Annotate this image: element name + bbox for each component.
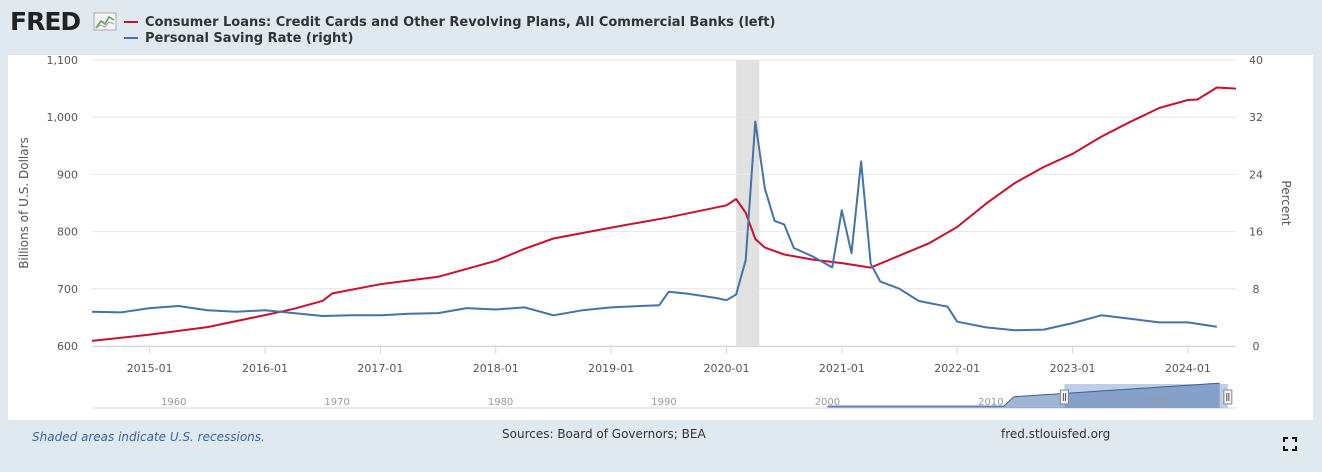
x-tick-label: 2017-01 xyxy=(357,362,403,375)
legend-swatch-blue xyxy=(124,37,138,39)
navigator-label: 1990 xyxy=(651,397,676,408)
navigator-label: 1960 xyxy=(161,397,186,408)
legend-label-saving-rate: Personal Saving Rate (right) xyxy=(145,30,354,46)
left-tick-label: 1,100 xyxy=(47,54,79,67)
right-tick-label: 40 xyxy=(1249,54,1263,67)
right-tick-label: 16 xyxy=(1249,226,1263,239)
recession-note: Shaded areas indicate U.S. recessions. xyxy=(32,430,265,444)
fullscreen-icon[interactable] xyxy=(1283,436,1297,451)
navigator-label: 1970 xyxy=(324,397,349,408)
navigator-label: 2020 xyxy=(1142,397,1167,408)
x-tick-label: 2023-01 xyxy=(1050,362,1096,375)
navigator-label: 2010 xyxy=(978,397,1003,408)
x-tick-label: 2021-01 xyxy=(819,362,865,375)
navigator-handle-right[interactable] xyxy=(1223,389,1233,405)
navigator-label: 1980 xyxy=(488,397,513,408)
x-tick-label: 2024-01 xyxy=(1165,362,1211,375)
right-tick-label: 24 xyxy=(1249,168,1263,181)
left-tick-label: 800 xyxy=(57,226,78,239)
series-line-saving-rate xyxy=(91,120,1217,332)
navigator-handle-left[interactable] xyxy=(1059,389,1069,405)
left-tick-label: 1,000 xyxy=(47,111,79,124)
right-tick-label: 8 xyxy=(1253,283,1260,296)
left-axis-title: Billions of U.S. Dollars xyxy=(17,137,31,269)
sources-text: Sources: Board of Governors; BEA xyxy=(502,427,706,441)
legend-item-consumer-loans[interactable]: Consumer Loans: Credit Cards and Other R… xyxy=(124,14,775,30)
right-tick-label: 32 xyxy=(1249,111,1263,124)
left-tick-label: 600 xyxy=(57,340,78,353)
x-tick-label: 2016-01 xyxy=(242,362,288,375)
plot-panel xyxy=(8,55,1313,420)
navigator-label: 2000 xyxy=(815,397,840,408)
right-axis-title: Percent xyxy=(1279,180,1293,225)
chart-legend: Consumer Loans: Credit Cards and Other R… xyxy=(124,14,775,46)
site-url[interactable]: fred.stlouisfed.org xyxy=(1001,427,1111,441)
x-tick-label: 2020-01 xyxy=(704,362,750,375)
navigator-line xyxy=(827,382,1220,407)
fred-logo[interactable]: FRED xyxy=(10,7,118,40)
series-line-consumer-loans xyxy=(91,86,1237,342)
left-tick-label: 700 xyxy=(57,283,78,296)
x-tick-label: 2022-01 xyxy=(934,362,980,375)
right-tick-label: 0 xyxy=(1253,340,1260,353)
legend-item-saving-rate[interactable]: Personal Saving Rate (right) xyxy=(124,30,775,46)
x-tick-label: 2015-01 xyxy=(127,362,173,375)
fred-graph-icon: FRED xyxy=(10,7,117,36)
navigator-area xyxy=(827,383,1220,408)
legend-label-consumer-loans: Consumer Loans: Credit Cards and Other R… xyxy=(145,14,776,30)
x-tick-label: 2018-01 xyxy=(473,362,519,375)
legend-swatch-red xyxy=(124,21,138,23)
x-tick-label: 2019-01 xyxy=(588,362,634,375)
fred-logo-text: FRED xyxy=(10,8,80,36)
left-tick-label: 900 xyxy=(57,168,78,181)
